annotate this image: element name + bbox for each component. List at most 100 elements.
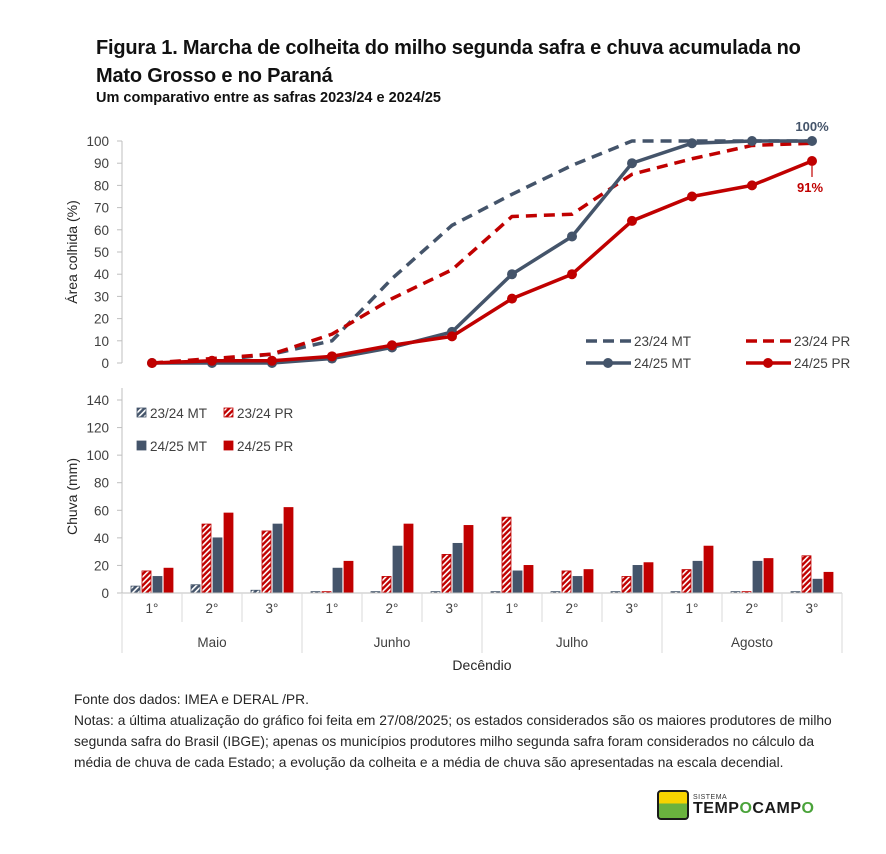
bar-x-tick-label: 2° (206, 601, 219, 616)
bar-legend-swatch (136, 407, 147, 418)
line-y-tick-label: 0 (101, 356, 109, 371)
rain-bar (632, 565, 643, 594)
bar-legend-swatch (223, 407, 234, 418)
line-data-point (567, 269, 577, 280)
rain-bar (141, 570, 152, 594)
line-data-point (567, 231, 577, 242)
line-y-tick-label: 40 (94, 267, 109, 282)
rain-bar (801, 555, 812, 594)
line-data-point (627, 215, 637, 226)
bar-legend-label: 23/24 MT (150, 406, 207, 421)
logo-small-text: SISTEMA (693, 793, 728, 801)
rain-bar (501, 516, 512, 594)
bar-y-tick-label: 100 (86, 448, 109, 463)
line-series-24-25-pr (151, 159, 813, 365)
line-legend-label: 23/24 PR (794, 334, 851, 349)
bar-y-tick-label: 0 (101, 586, 109, 601)
rain-bar (452, 542, 463, 594)
line-end-label: 91% (797, 180, 823, 195)
line-legend-label: 23/24 MT (634, 334, 691, 349)
line-data-point (507, 269, 517, 280)
line-y-tick-label: 90 (94, 156, 109, 171)
bar-x-tick-label: 1° (506, 601, 519, 616)
rain-bar (343, 560, 354, 594)
line-series-23-24-pr (151, 141, 813, 365)
bar-x-tick-label: 1° (686, 601, 699, 616)
notes-text: Notas: a última atualização do gráfico f… (74, 713, 832, 770)
rain-bar (441, 554, 452, 594)
bar-y-tick-label: 20 (94, 558, 109, 573)
line-legend-label: 24/25 PR (794, 356, 851, 371)
harvest-line-chart: 0 10 20 30 40 50 60 70 80 90 100 Área colhida (%) 10… (64, 119, 851, 371)
bar-y-axis-title: Chuva (mm) (64, 458, 80, 535)
bar-x-tick-label: 2° (566, 601, 579, 616)
rain-bar (130, 585, 141, 594)
line-series-24-25-mt (152, 139, 812, 365)
bar-x-axis-title: Decêndio (452, 657, 511, 673)
rain-bar (823, 571, 834, 594)
rain-bar (201, 523, 212, 594)
rain-bar (512, 570, 523, 594)
rain-bar (572, 576, 583, 594)
bar-y-tick-label: 80 (94, 476, 109, 491)
line-data-point (807, 155, 817, 166)
rain-bar (703, 545, 714, 594)
line-data-point (147, 358, 157, 368)
rain-bar (692, 560, 703, 594)
bar-x-tick-label: 3° (806, 601, 819, 616)
line-series-23-24-mt (151, 139, 812, 365)
rain-bar (681, 569, 692, 594)
bar-x-tick-label: 1° (326, 601, 339, 616)
bar-x-tick-label: 3° (446, 601, 459, 616)
bar-y-tick-label: 40 (94, 531, 109, 546)
bar-x-tick-label: 2° (746, 601, 759, 616)
rain-bar (261, 530, 272, 594)
rain-bar (223, 512, 234, 594)
line-data-point (627, 158, 637, 169)
bar-x-tick-label: 3° (266, 601, 279, 616)
rain-bar (152, 576, 163, 594)
line-legend-marker (603, 358, 613, 368)
rain-bar (752, 560, 763, 594)
bar-legend-swatch (136, 440, 147, 451)
line-data-point (747, 180, 757, 191)
line-y-tick-label: 70 (94, 201, 109, 216)
bar-legend-swatch (223, 440, 234, 451)
line-legend-label: 24/25 MT (634, 356, 691, 371)
line-y-tick-label: 20 (94, 312, 109, 327)
bar-x-tick-label: 2° (386, 601, 399, 616)
line-data-point (207, 355, 217, 366)
line-y-tick-label: 100 (86, 134, 109, 149)
rain-bar (190, 584, 201, 594)
line-y-axis-title: Área colhida (%) (64, 200, 80, 304)
line-data-point (447, 331, 457, 342)
bar-x-group-label: Maio (197, 635, 226, 650)
rain-bar (561, 570, 572, 594)
rain-bar-chart: 0 20 40 60 80 100 120 140 Chuva (mm) 1° 2° 3° 1° 2° 3°… (64, 388, 843, 673)
figure-title: Figura 1. Marcha de colheita do milho se… (96, 37, 801, 87)
bar-y-tick-label: 60 (94, 503, 109, 518)
logo-brand-text: TEMPOCAMPO (693, 799, 815, 817)
rain-bar (272, 523, 283, 594)
rain-bar (392, 545, 403, 594)
bar-legend-label: 24/25 PR (237, 439, 294, 454)
bar-x-tick-label: 1° (146, 601, 159, 616)
line-data-point (387, 340, 397, 351)
logo-icon (657, 790, 689, 820)
line-end-label: 100% (795, 119, 829, 134)
line-data-point (687, 138, 697, 149)
bar-x-group-label: Agosto (731, 635, 773, 650)
bar-y-tick-label: 120 (86, 421, 109, 436)
rain-bar (621, 576, 632, 594)
line-y-tick-label: 60 (94, 223, 109, 238)
figure-subtitle: Um comparativo entre as safras 2023/24 e… (96, 90, 441, 106)
rain-bar (403, 523, 414, 594)
bar-legend-label: 23/24 PR (237, 406, 294, 421)
bar-x-group-label: Junho (374, 635, 411, 650)
line-y-tick-label: 30 (94, 289, 109, 304)
rain-bar (583, 569, 594, 594)
chart-canvas: 0 10 20 30 40 50 60 70 80 90 100 Área colhida (%) 10… (64, 119, 851, 673)
line-y-tick-label: 10 (94, 334, 109, 349)
rain-bar (523, 565, 534, 594)
data-source: Fonte dos dados: IMEA e DERAL /PR. (74, 692, 309, 707)
